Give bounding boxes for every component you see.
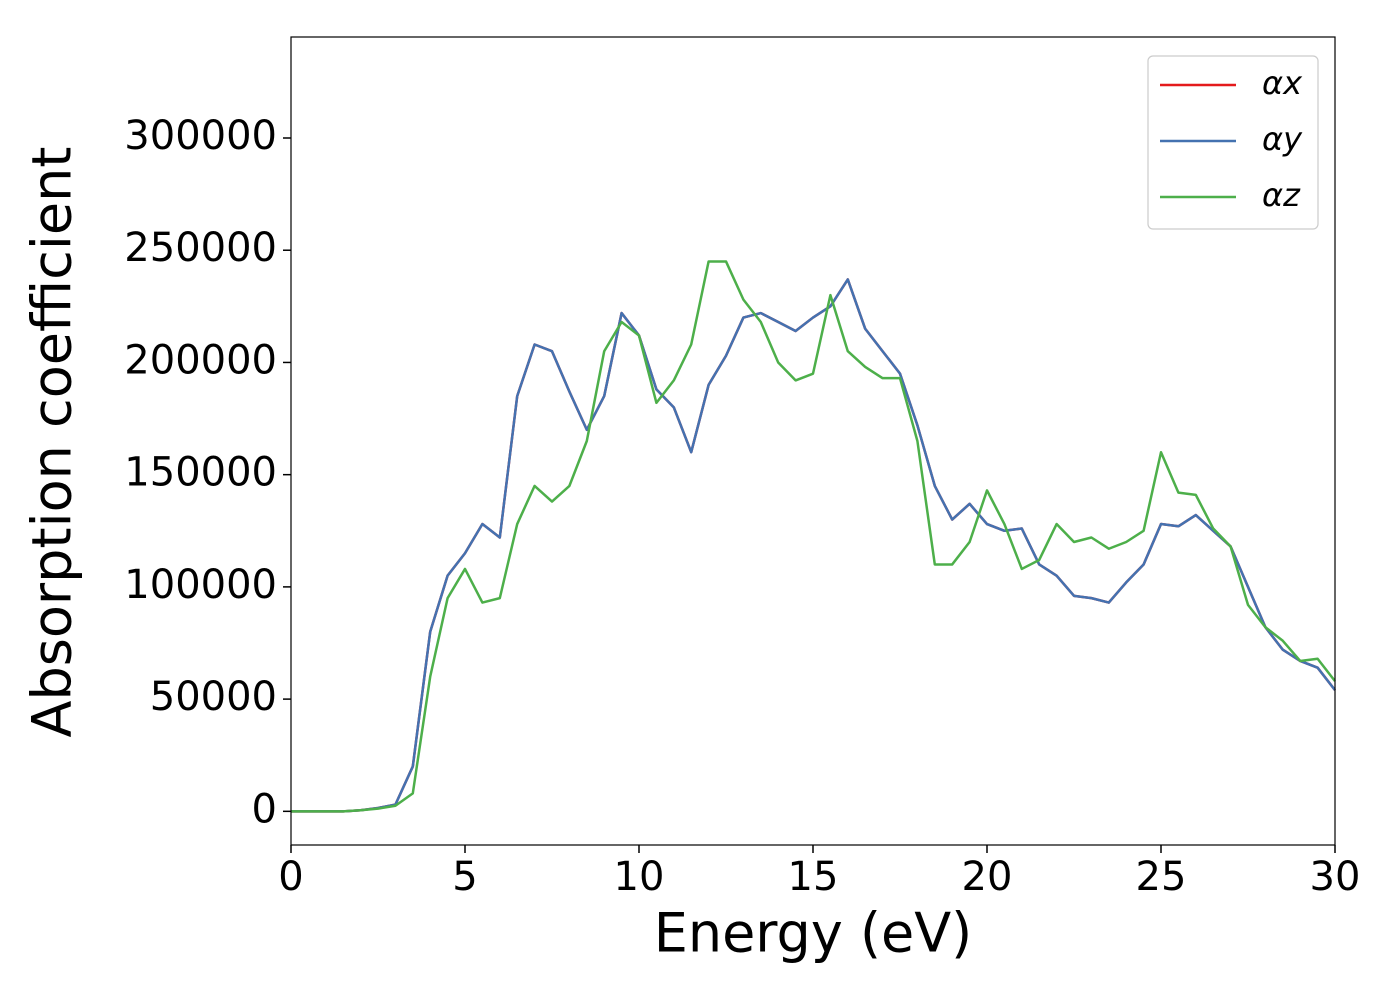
x-tick-label: 0	[278, 854, 303, 900]
x-tick-label: 20	[962, 854, 1013, 900]
x-tick-label: 10	[614, 854, 665, 900]
x-tick-label: 5	[452, 854, 477, 900]
series-line	[291, 278, 1336, 813]
y-tick-label: 200000	[124, 337, 277, 383]
x-axis-label: Energy (eV)	[654, 902, 973, 965]
legend-label: αz	[1262, 176, 1301, 214]
y-tick-label: 0	[252, 786, 277, 832]
legend-box	[1147, 55, 1319, 230]
y-tick-label: 300000	[124, 113, 277, 159]
x-tick-label: 25	[1136, 854, 1187, 900]
series-line	[291, 260, 1336, 813]
x-tick-label: 15	[788, 854, 839, 900]
y-tick-label: 250000	[124, 225, 277, 271]
y-tick-label: 100000	[124, 562, 277, 608]
x-tick-label: 30	[1310, 854, 1361, 900]
plot-frame	[290, 36, 1336, 846]
y-axis-label: Absorption coefficient	[21, 147, 84, 738]
y-tick-label: 150000	[124, 450, 277, 496]
legend-label: αy	[1262, 120, 1303, 158]
legend-label: αx	[1262, 64, 1303, 102]
y-tick-label: 50000	[150, 674, 277, 720]
series-line	[291, 278, 1336, 813]
